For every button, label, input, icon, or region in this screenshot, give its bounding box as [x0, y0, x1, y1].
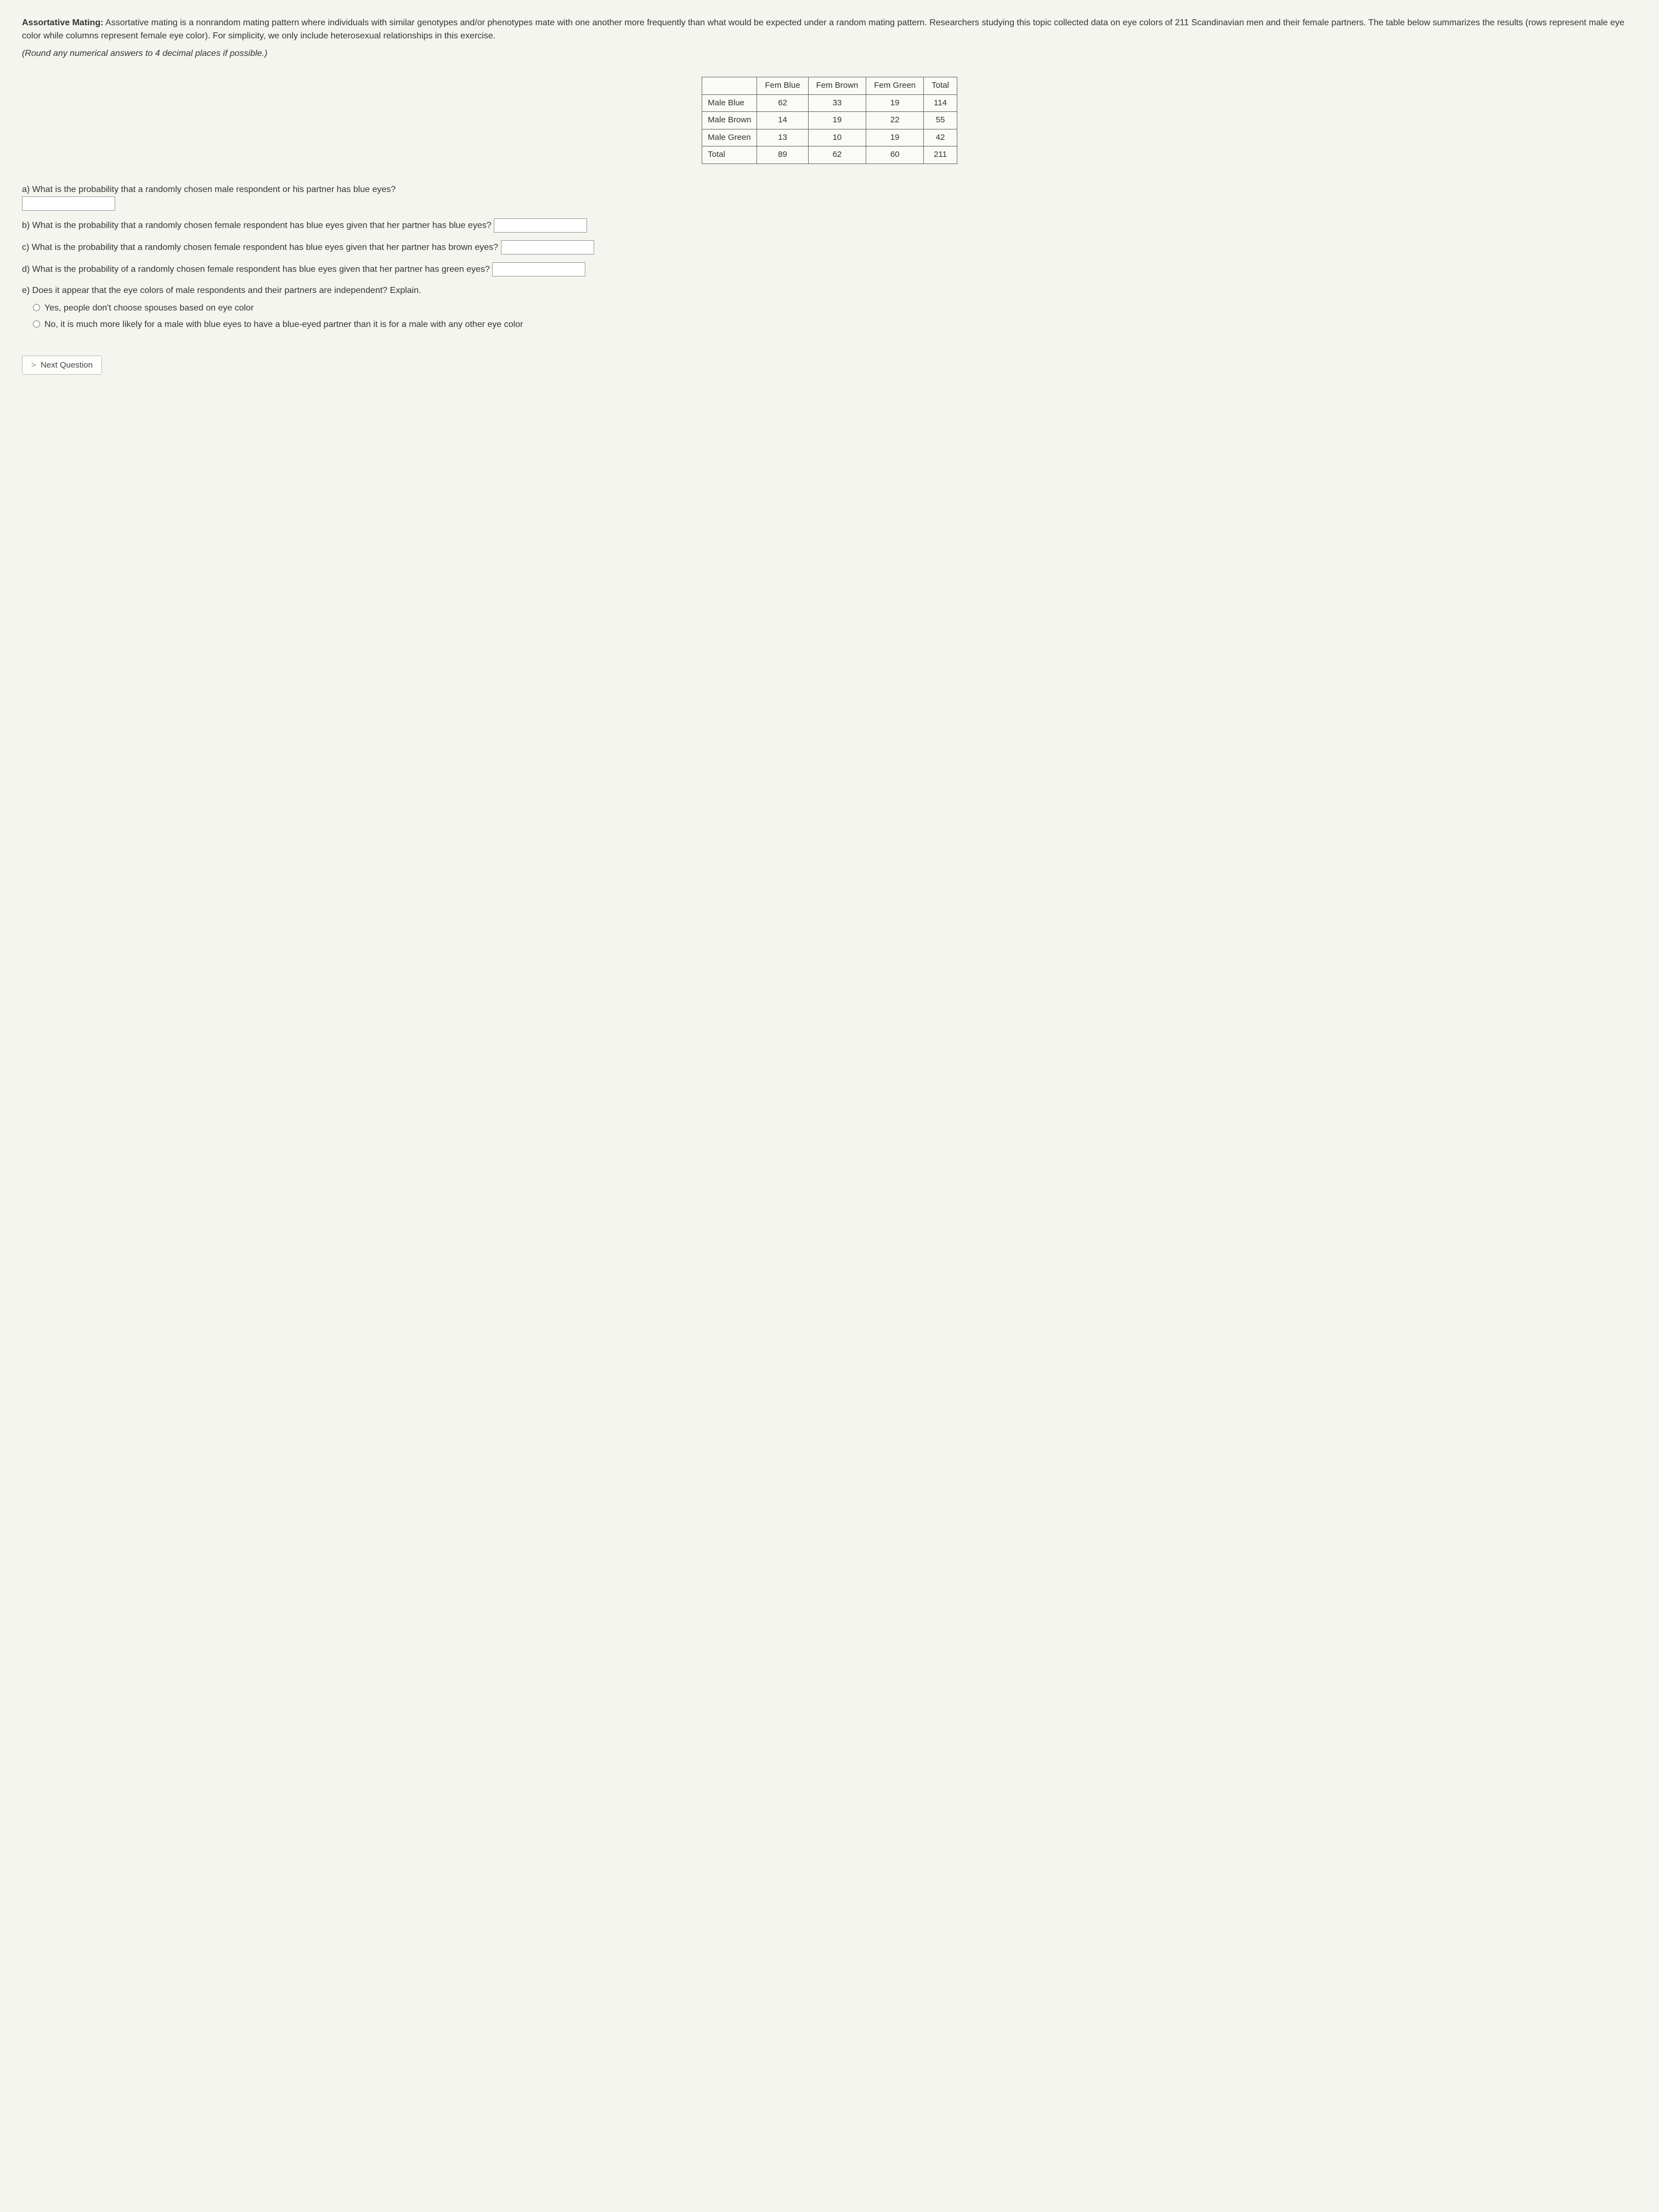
answer-b-input[interactable]	[494, 218, 587, 233]
table-cell: 19	[866, 129, 924, 146]
radio-no-input[interactable]	[33, 320, 40, 328]
question-d: d) What is the probability of a randomly…	[22, 262, 1637, 276]
radio-group-e: Yes, people don't choose spouses based o…	[33, 302, 1637, 331]
table-cell: 13	[757, 129, 808, 146]
eye-color-table: Fem Blue Fem Brown Fem Green Total Male …	[702, 77, 957, 164]
answer-c-input[interactable]	[501, 240, 594, 255]
radio-option-yes[interactable]: Yes, people don't choose spouses based o…	[33, 302, 1637, 315]
row-header: Male Brown	[702, 112, 757, 129]
table-cell: 62	[808, 146, 866, 164]
table-cell: 211	[924, 146, 957, 164]
row-header: Total	[702, 146, 757, 164]
row-header: Male Green	[702, 129, 757, 146]
exercise-title: Assortative Mating:	[22, 18, 103, 27]
table-cell: 19	[866, 94, 924, 112]
table-cell: 10	[808, 129, 866, 146]
col-header: Fem Brown	[808, 77, 866, 95]
question-d-text: d) What is the probability of a randomly…	[22, 264, 490, 274]
next-button-label: Next Question	[41, 360, 93, 370]
col-header: Total	[924, 77, 957, 95]
radio-option-no[interactable]: No, it is much more likely for a male wi…	[33, 318, 1637, 331]
radio-yes-label: Yes, people don't choose spouses based o…	[44, 302, 253, 315]
table-cell: 33	[808, 94, 866, 112]
question-e-text: e) Does it appear that the eye colors of…	[22, 286, 421, 295]
table-cell: 62	[757, 94, 808, 112]
question-b: b) What is the probability that a random…	[22, 218, 1637, 233]
table-cell: 114	[924, 94, 957, 112]
radio-no-label: No, it is much more likely for a male wi…	[44, 318, 523, 331]
chevron-right-icon: >	[31, 360, 36, 370]
question-a-text: a) What is the probability that a random…	[22, 185, 396, 194]
question-c: c) What is the probability that a random…	[22, 240, 1637, 255]
question-e: e) Does it appear that the eye colors of…	[22, 284, 1637, 331]
table-row: Male Green 13 10 19 42	[702, 129, 957, 146]
col-header: Fem Blue	[757, 77, 808, 95]
row-header: Male Blue	[702, 94, 757, 112]
table-row: Total 89 62 60 211	[702, 146, 957, 164]
question-a: a) What is the probability that a random…	[22, 183, 1637, 211]
table-cell: 19	[808, 112, 866, 129]
table-cell: 89	[757, 146, 808, 164]
answer-a-input[interactable]	[22, 196, 115, 211]
table-corner-cell	[702, 77, 757, 95]
answer-d-input[interactable]	[492, 262, 585, 276]
intro-paragraph: Assortative Mating: Assortative mating i…	[22, 16, 1637, 43]
table-header-row: Fem Blue Fem Brown Fem Green Total	[702, 77, 957, 95]
table-row: Male Blue 62 33 19 114	[702, 94, 957, 112]
rounding-instruction: (Round any numerical answers to 4 decima…	[22, 47, 1637, 60]
table-cell: 14	[757, 112, 808, 129]
table-cell: 60	[866, 146, 924, 164]
question-c-text: c) What is the probability that a random…	[22, 242, 498, 252]
col-header: Fem Green	[866, 77, 924, 95]
table-cell: 22	[866, 112, 924, 129]
question-b-text: b) What is the probability that a random…	[22, 221, 492, 230]
table-cell: 42	[924, 129, 957, 146]
next-question-button[interactable]: > Next Question	[22, 356, 102, 375]
table-cell: 55	[924, 112, 957, 129]
exercise-container: Assortative Mating: Assortative mating i…	[22, 16, 1637, 375]
exercise-body: Assortative mating is a nonrandom mating…	[22, 18, 1624, 41]
table-row: Male Brown 14 19 22 55	[702, 112, 957, 129]
radio-yes-input[interactable]	[33, 304, 40, 311]
